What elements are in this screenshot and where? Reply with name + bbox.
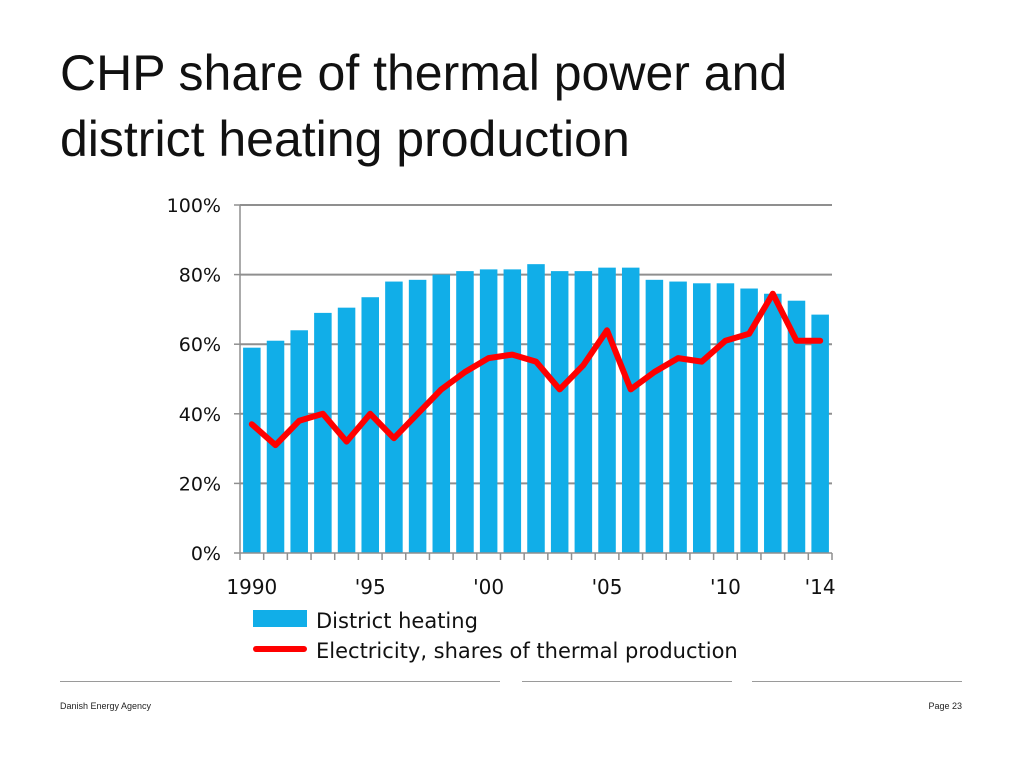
district-heating-bar [621, 267, 640, 553]
y-tick-label: 60% [179, 334, 221, 356]
district-heating-bar [764, 293, 782, 553]
district-heating-bar [503, 269, 522, 553]
district-heating-bar [243, 347, 261, 553]
legend-label-electricity: Electricity, shares of thermal productio… [316, 639, 738, 663]
district-heating-bar [574, 271, 593, 553]
district-heating-bar [314, 312, 332, 553]
district-heating-bar [716, 283, 735, 553]
district-heating-bar [385, 281, 403, 553]
district-heating-bar [479, 269, 498, 553]
y-tick-label: 0% [191, 543, 221, 565]
footer-page-number: Page 23 [928, 701, 962, 711]
slide-title-line-2: district heating production [60, 111, 630, 167]
y-tick-label: 20% [179, 473, 221, 495]
district-heating-bar [361, 297, 380, 553]
footer-divider-middle [522, 681, 732, 682]
x-tick-label: 1990 [226, 575, 277, 599]
district-heating-bar [432, 274, 451, 553]
slide-title-line-1: CHP share of thermal power and [60, 45, 788, 101]
legend-label-district-heating: District heating [316, 609, 478, 633]
x-tick-label: '00 [473, 575, 504, 599]
y-tick-label: 80% [179, 265, 221, 287]
district-heating-bar [550, 271, 569, 553]
district-heating-bar [337, 307, 356, 553]
district-heating-bar [740, 288, 758, 553]
district-heating-bar [811, 314, 829, 553]
district-heating-bar [290, 330, 308, 553]
footer-divider-left [60, 681, 500, 682]
x-tick-label: '95 [355, 575, 386, 599]
y-tick-label: 40% [179, 404, 221, 426]
district-heating-bar [456, 271, 474, 553]
footer-organization: Danish Energy Agency [60, 701, 152, 711]
district-heating-bar [787, 300, 806, 553]
district-heating-bar [527, 264, 545, 553]
y-tick-label: 100% [167, 195, 221, 217]
slide-title: CHP share of thermal power and district … [60, 40, 960, 172]
district-heating-bar [645, 279, 664, 553]
legend-swatch-district-heating [253, 610, 307, 627]
x-tick-label: '14 [805, 575, 836, 599]
electricity-share-line [248, 290, 824, 449]
district-heating-bar [692, 283, 711, 553]
x-tick-label: '10 [710, 575, 741, 599]
district-heating-bar [598, 267, 616, 553]
footer-divider-right [752, 681, 962, 682]
x-tick-label: '05 [592, 575, 623, 599]
district-heating-bar [669, 281, 687, 553]
